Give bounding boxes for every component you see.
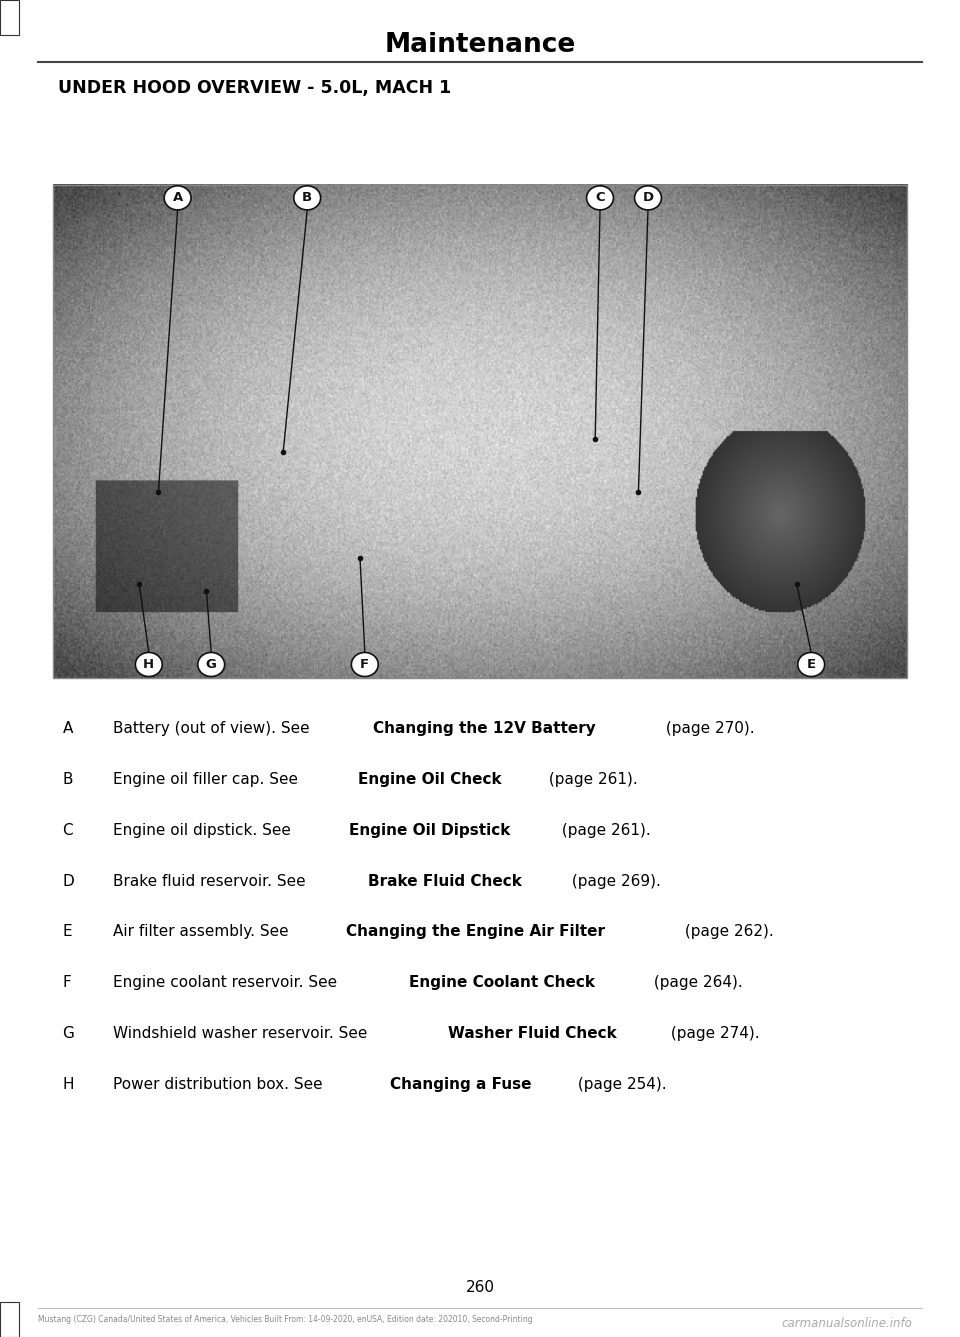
Text: Engine oil dipstick. See: Engine oil dipstick. See xyxy=(113,822,296,838)
Text: Windshield washer reservoir. See: Windshield washer reservoir. See xyxy=(113,1025,372,1042)
Ellipse shape xyxy=(587,186,613,210)
Text: H: H xyxy=(62,1076,74,1092)
Text: Mustang (CZG) Canada/United States of America, Vehicles Built From: 14-09-2020, : Mustang (CZG) Canada/United States of Am… xyxy=(38,1316,533,1324)
Text: 260: 260 xyxy=(466,1280,494,1296)
Text: Power distribution box. See: Power distribution box. See xyxy=(113,1076,327,1092)
Text: Engine oil filler cap. See: Engine oil filler cap. See xyxy=(113,771,303,787)
Ellipse shape xyxy=(198,652,225,677)
Ellipse shape xyxy=(798,652,825,677)
Text: A: A xyxy=(62,721,73,737)
Ellipse shape xyxy=(351,652,378,677)
Text: F: F xyxy=(360,658,370,671)
Text: D: D xyxy=(62,873,74,889)
Ellipse shape xyxy=(164,186,191,210)
Text: Engine Coolant Check: Engine Coolant Check xyxy=(409,975,595,991)
Text: carmanualsonline.info: carmanualsonline.info xyxy=(781,1317,912,1330)
Text: B: B xyxy=(62,771,73,787)
Text: Changing the Engine Air Filter: Changing the Engine Air Filter xyxy=(347,924,605,940)
Ellipse shape xyxy=(635,186,661,210)
Text: D: D xyxy=(642,191,654,205)
Text: E: E xyxy=(806,658,816,671)
Bar xyxy=(0,1302,19,1337)
Text: C: C xyxy=(62,822,73,838)
Text: Brake Fluid Check: Brake Fluid Check xyxy=(368,873,522,889)
Text: Brake fluid reservoir. See: Brake fluid reservoir. See xyxy=(113,873,311,889)
Text: Engine coolant reservoir. See: Engine coolant reservoir. See xyxy=(113,975,343,991)
Text: A: A xyxy=(173,191,182,205)
Text: Changing the 12V Battery: Changing the 12V Battery xyxy=(373,721,596,737)
Text: Engine Oil Check: Engine Oil Check xyxy=(358,771,502,787)
Text: Air filter assembly. See: Air filter assembly. See xyxy=(113,924,294,940)
Text: E: E xyxy=(62,924,72,940)
Ellipse shape xyxy=(135,652,162,677)
Bar xyxy=(53,185,907,678)
Text: (page 264).: (page 264). xyxy=(649,975,742,991)
Text: (page 270).: (page 270). xyxy=(660,721,755,737)
Text: Battery (out of view). See: Battery (out of view). See xyxy=(113,721,315,737)
Text: (page 254).: (page 254). xyxy=(572,1076,666,1092)
Text: C: C xyxy=(595,191,605,205)
Text: Washer Fluid Check: Washer Fluid Check xyxy=(447,1025,616,1042)
Bar xyxy=(0,0,19,35)
Text: H: H xyxy=(143,658,155,671)
Text: Maintenance: Maintenance xyxy=(384,32,576,59)
Text: Engine Oil Dipstick: Engine Oil Dipstick xyxy=(349,822,511,838)
Text: F: F xyxy=(62,975,71,991)
Text: (page 261).: (page 261). xyxy=(543,771,637,787)
Text: B: B xyxy=(302,191,312,205)
Text: G: G xyxy=(205,658,217,671)
Text: (page 261).: (page 261). xyxy=(558,822,651,838)
Text: (page 274).: (page 274). xyxy=(665,1025,759,1042)
Text: G: G xyxy=(62,1025,74,1042)
Text: (page 269).: (page 269). xyxy=(566,873,660,889)
Ellipse shape xyxy=(294,186,321,210)
Text: UNDER HOOD OVERVIEW - 5.0L, MACH 1: UNDER HOOD OVERVIEW - 5.0L, MACH 1 xyxy=(58,79,451,98)
Text: Changing a Fuse: Changing a Fuse xyxy=(390,1076,532,1092)
Text: (page 262).: (page 262). xyxy=(681,924,774,940)
